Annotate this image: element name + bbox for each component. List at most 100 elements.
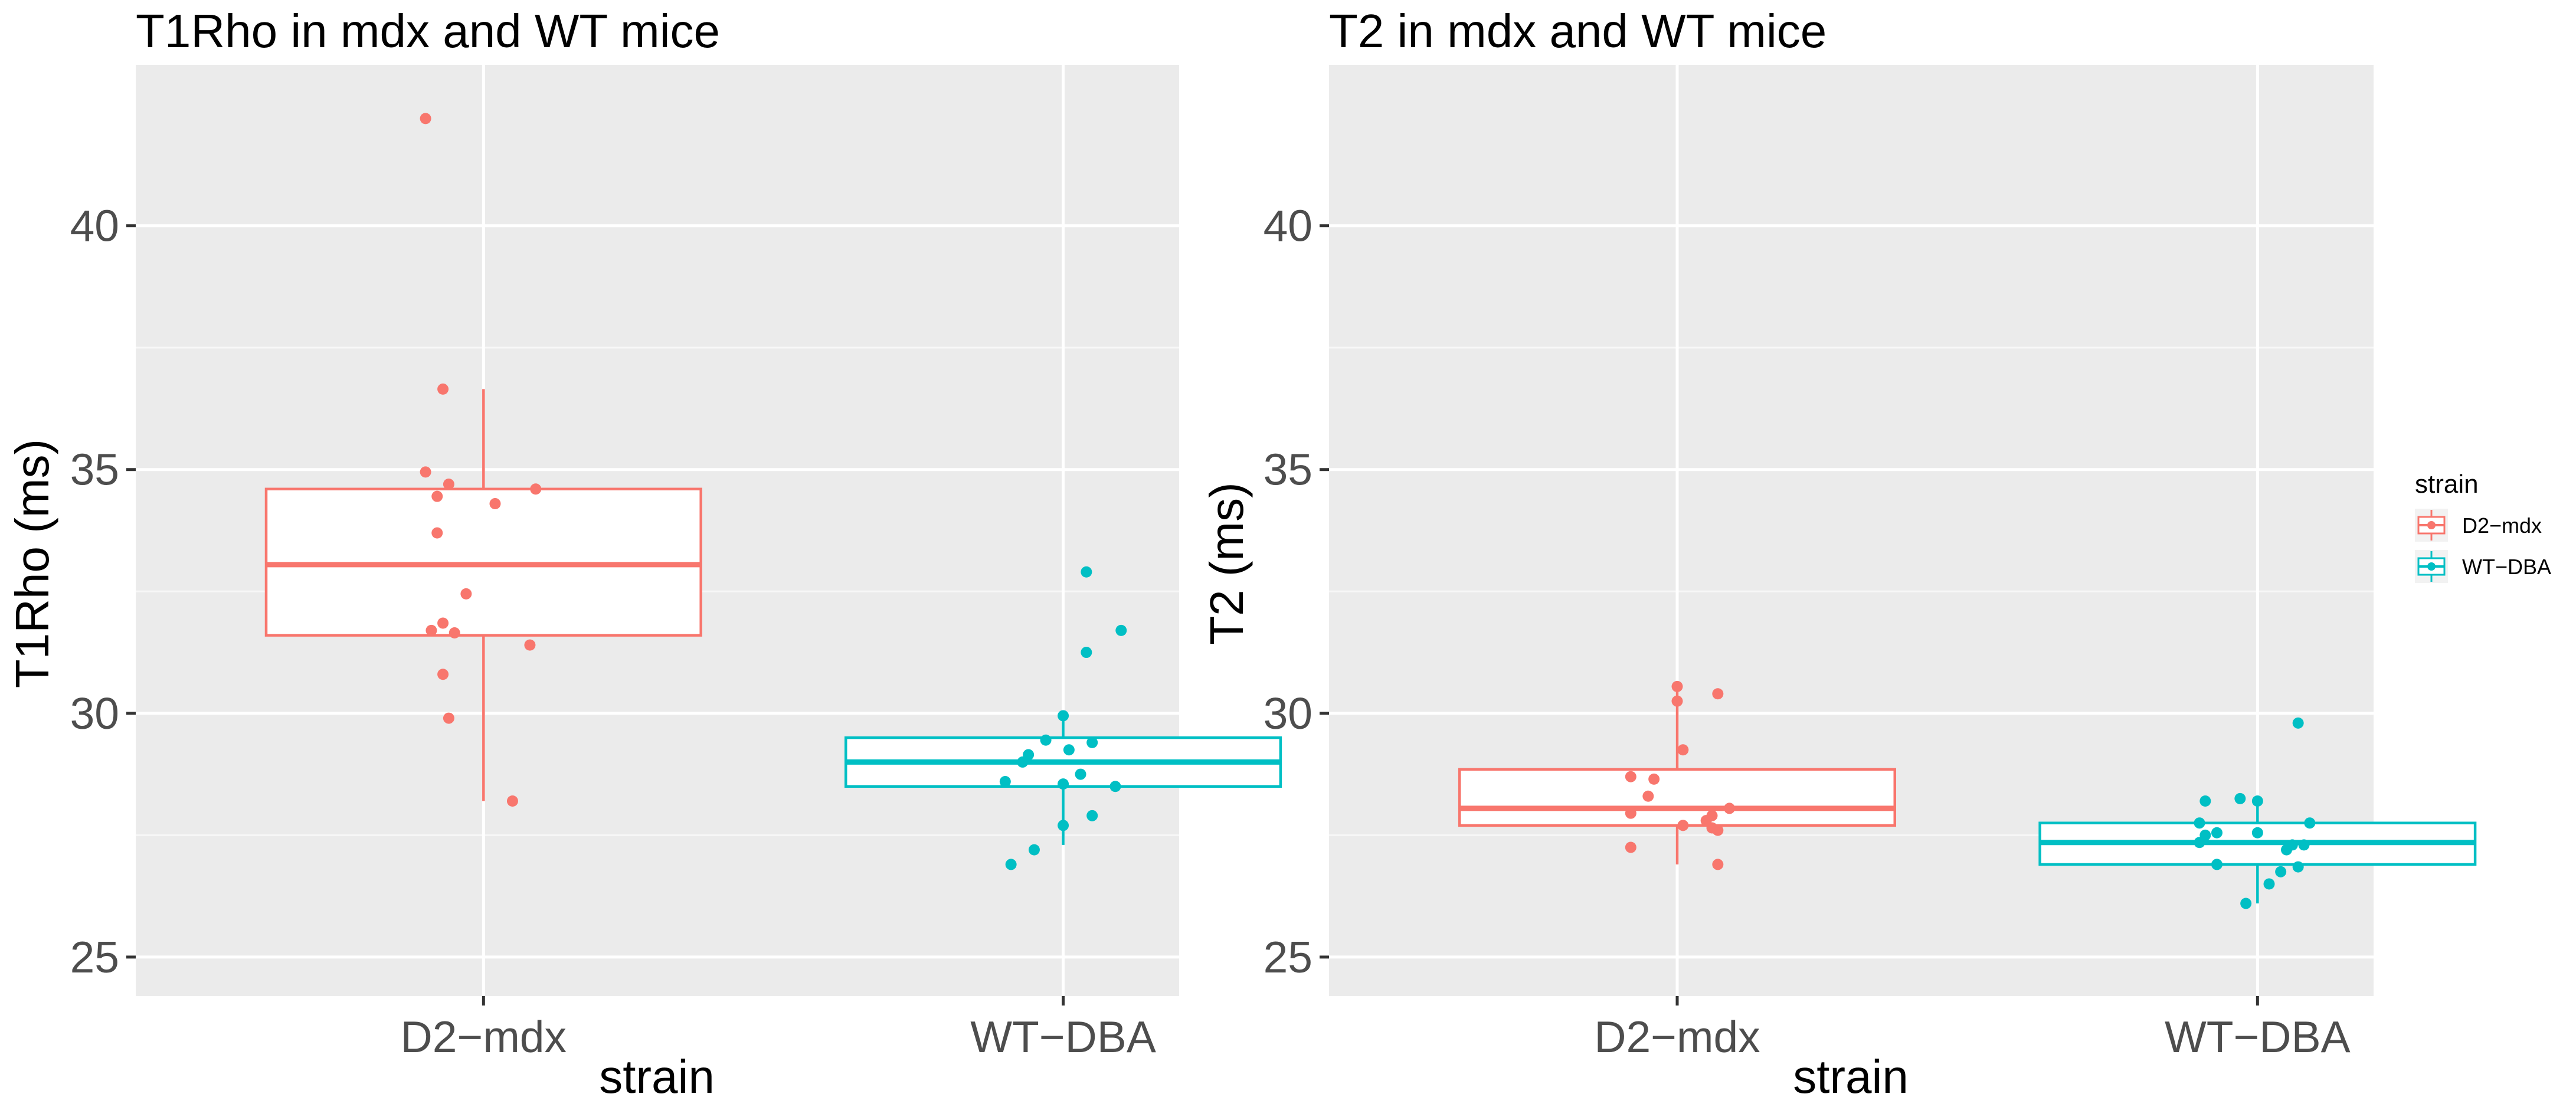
t2-plot: 25 30 35 40 D2−mdx WT−DBA T2 in mdx and … (1200, 5, 2477, 1103)
t1rho-ticks (126, 224, 1065, 1006)
data-point-wt-dba (1005, 859, 1017, 870)
y-tick-label: 40 (1264, 201, 1312, 251)
data-point-wt-dba (2240, 898, 2252, 909)
y-tick-label: 35 (1264, 445, 1312, 494)
t2-plot-title: T2 in mdx and WT mice (1329, 5, 1827, 57)
data-point-d2-mdx (1671, 695, 1683, 707)
data-point-d2-mdx (437, 383, 449, 395)
x-tick-label-d2-mdx: D2−mdx (1594, 1012, 1760, 1062)
data-point-wt-dba (2194, 837, 2205, 849)
data-point-wt-dba (1081, 647, 1092, 659)
y-tick-label: 35 (70, 445, 119, 494)
data-point-wt-dba (1115, 624, 1127, 636)
data-point-d2-mdx (506, 795, 518, 807)
legend-key-point (2427, 521, 2436, 529)
t1rho-x-axis-label: strain (599, 1050, 715, 1103)
t1rho-plot-title: T1Rho in mdx and WT mice (136, 5, 720, 57)
t2-y-tick-labels: 25 30 35 40 (1264, 201, 1312, 982)
data-point-d2-mdx (1712, 824, 1724, 836)
y-tick-label: 30 (1264, 689, 1312, 738)
data-point-d2-mdx (1677, 744, 1689, 756)
t2-x-tick-labels: D2−mdx WT−DBA (1594, 1012, 2350, 1062)
x-tick-label-d2-mdx: D2−mdx (401, 1012, 567, 1062)
data-point-d2-mdx (1712, 859, 1724, 870)
t1rho-y-axis-label: T1Rho (ms) (6, 439, 58, 688)
data-point-wt-dba (1081, 566, 1092, 578)
data-point-d2-mdx (443, 479, 454, 490)
legend: strain D2−mdx WT−DBA (2415, 470, 2551, 583)
data-point-d2-mdx (524, 639, 536, 651)
data-point-wt-dba (1058, 778, 1069, 790)
box-d2-mdx (1458, 768, 1896, 827)
data-point-d2-mdx (420, 113, 431, 125)
data-point-wt-dba (1058, 710, 1069, 722)
data-point-d2-mdx (431, 490, 443, 502)
data-point-d2-mdx (425, 624, 437, 636)
t1rho-y-tick-labels: 25 30 35 40 (70, 201, 119, 982)
data-point-wt-dba (1075, 768, 1086, 780)
data-point-wt-dba (1028, 844, 1040, 856)
x-tick-label-wt-dba: WT−DBA (970, 1012, 1156, 1062)
data-point-wt-dba (2281, 844, 2292, 856)
data-point-d2-mdx (1642, 790, 1654, 802)
t2-ticks (1320, 224, 2259, 1006)
t2-points (1625, 680, 2316, 909)
x-tick-label-wt-dba: WT−DBA (2165, 1012, 2351, 1062)
data-point-wt-dba (1063, 744, 1075, 756)
t1rho-x-tick-labels: D2−mdx WT−DBA (401, 1012, 1156, 1062)
data-point-wt-dba (1017, 756, 1029, 768)
data-point-d2-mdx (1671, 680, 1683, 692)
data-point-d2-mdx (1712, 688, 1724, 700)
t2-x-axis-label: strain (1793, 1050, 1909, 1103)
data-point-wt-dba (2292, 861, 2304, 873)
y-tick-label: 40 (70, 201, 119, 251)
data-point-d2-mdx (1648, 773, 1660, 785)
data-point-d2-mdx (420, 466, 431, 478)
data-point-d2-mdx (437, 617, 449, 629)
data-point-wt-dba (2234, 792, 2246, 804)
data-point-wt-dba (2263, 878, 2275, 890)
data-point-wt-dba (2211, 859, 2223, 870)
data-point-d2-mdx (1724, 803, 1735, 814)
data-point-wt-dba (1058, 820, 1069, 831)
data-point-d2-mdx (431, 527, 443, 539)
data-point-wt-dba (1086, 810, 1098, 821)
y-tick-label: 25 (70, 932, 119, 982)
data-point-d2-mdx (449, 627, 460, 638)
t2-boxes (1458, 689, 2477, 904)
data-point-wt-dba (1086, 736, 1098, 748)
y-tick-label: 30 (70, 689, 119, 738)
data-point-d2-mdx (443, 712, 454, 724)
t1rho-plot: 25 30 35 40 D2−mdx WT−DBA T1Rho in mdx a… (6, 5, 1282, 1103)
legend-title: strain (2415, 470, 2479, 499)
data-point-d2-mdx (1625, 841, 1636, 853)
data-point-wt-dba (2251, 827, 2263, 839)
data-point-wt-dba (1109, 781, 1121, 792)
data-point-wt-dba (999, 775, 1011, 787)
data-point-d2-mdx (437, 669, 449, 680)
t1rho-boxes (264, 389, 1282, 845)
data-point-d2-mdx (489, 498, 501, 510)
data-point-wt-dba (1040, 734, 1052, 746)
data-point-wt-dba (2194, 817, 2205, 829)
data-point-d2-mdx (1677, 820, 1689, 831)
y-tick-label: 25 (1264, 932, 1312, 982)
data-point-wt-dba (2211, 827, 2223, 839)
data-point-wt-dba (2298, 839, 2310, 851)
data-point-d2-mdx (460, 588, 472, 600)
legend-key-d2-mdx (2415, 509, 2448, 542)
data-point-wt-dba (2251, 795, 2263, 807)
t1rho-points (420, 113, 1127, 870)
data-point-d2-mdx (530, 483, 542, 495)
legend-key-wt-dba (2415, 550, 2448, 583)
data-point-wt-dba (2275, 866, 2287, 877)
data-point-wt-dba (2304, 817, 2316, 829)
legend-key-point (2427, 562, 2436, 571)
data-point-wt-dba (2292, 717, 2304, 729)
legend-label-d2-mdx: D2−mdx (2462, 513, 2542, 538)
legend-label-wt-dba: WT−DBA (2462, 555, 2551, 579)
data-point-d2-mdx (1625, 807, 1636, 819)
data-point-wt-dba (2199, 795, 2211, 807)
data-point-d2-mdx (1625, 771, 1636, 782)
